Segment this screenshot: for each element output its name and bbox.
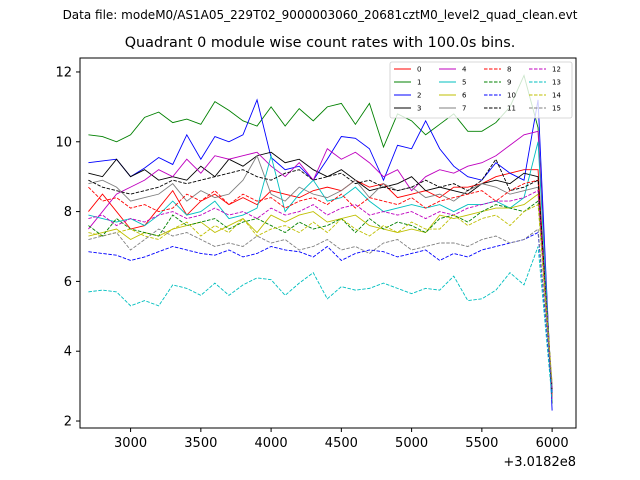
y-tick-label: 12 [55,65,72,80]
series-line-10 [88,231,553,394]
legend-label-12: 12 [552,66,561,74]
series-layer [88,74,553,411]
x-tick-label: 5500 [465,436,498,451]
series-line-14 [88,203,553,383]
figure-suptitle: Data file: modeM0/AS1A05_229T02_90000030… [62,8,578,22]
series-line-9 [88,200,553,394]
legend-label-8: 8 [507,66,511,74]
legend-label-5: 5 [462,79,466,87]
series-line-15 [88,228,553,387]
y-tick-label: 4 [64,345,72,360]
legend-label-9: 9 [507,79,511,87]
plot-frame [79,57,577,429]
series-line-7 [88,154,553,387]
legend-label-1: 1 [417,79,421,87]
legend-label-6: 6 [462,92,467,100]
legend-label-10: 10 [507,92,516,100]
chart-title: Quadrant 0 module wise count rates with … [124,35,516,51]
y-tick-label: 6 [64,275,72,290]
x-offset-label: +3.0182e8 [503,455,576,470]
legend-label-2: 2 [417,92,421,100]
legend-label-14: 14 [552,92,561,100]
y-tick-label: 8 [64,205,72,220]
x-tick-label: 4000 [255,436,288,451]
x-tick-label: 3500 [184,436,217,451]
legend-label-11: 11 [507,105,516,113]
x-tick-label: 6000 [536,436,569,451]
x-tick-label: 3000 [114,436,147,451]
legend-label-0: 0 [417,66,421,74]
y-axis: 2 4 6 8 10 12 [55,65,80,430]
series-line-5 [88,141,553,397]
y-tick-label: 10 [55,135,72,150]
x-tick-label: 5000 [395,436,428,451]
series-line-3 [88,151,553,394]
series-line-8 [88,179,553,397]
legend-label-15: 15 [552,105,561,113]
x-tick-label: 4500 [325,436,358,451]
series-line-1 [88,74,553,404]
series-line-4 [88,130,553,401]
legend-label-7: 7 [462,105,466,113]
x-axis: 3000 3500 4000 4500 5000 5500 6000 [114,428,569,451]
series-line-12 [88,189,553,390]
y-tick-label: 2 [64,415,72,430]
series-line-6 [88,193,553,390]
legend-label-13: 13 [552,79,561,87]
legend-label-4: 4 [462,66,467,74]
legend-box [389,61,573,119]
legend-label-3: 3 [417,105,421,113]
series-line-2 [88,98,553,411]
series-line-11 [88,158,553,390]
series-line-13 [88,246,553,401]
